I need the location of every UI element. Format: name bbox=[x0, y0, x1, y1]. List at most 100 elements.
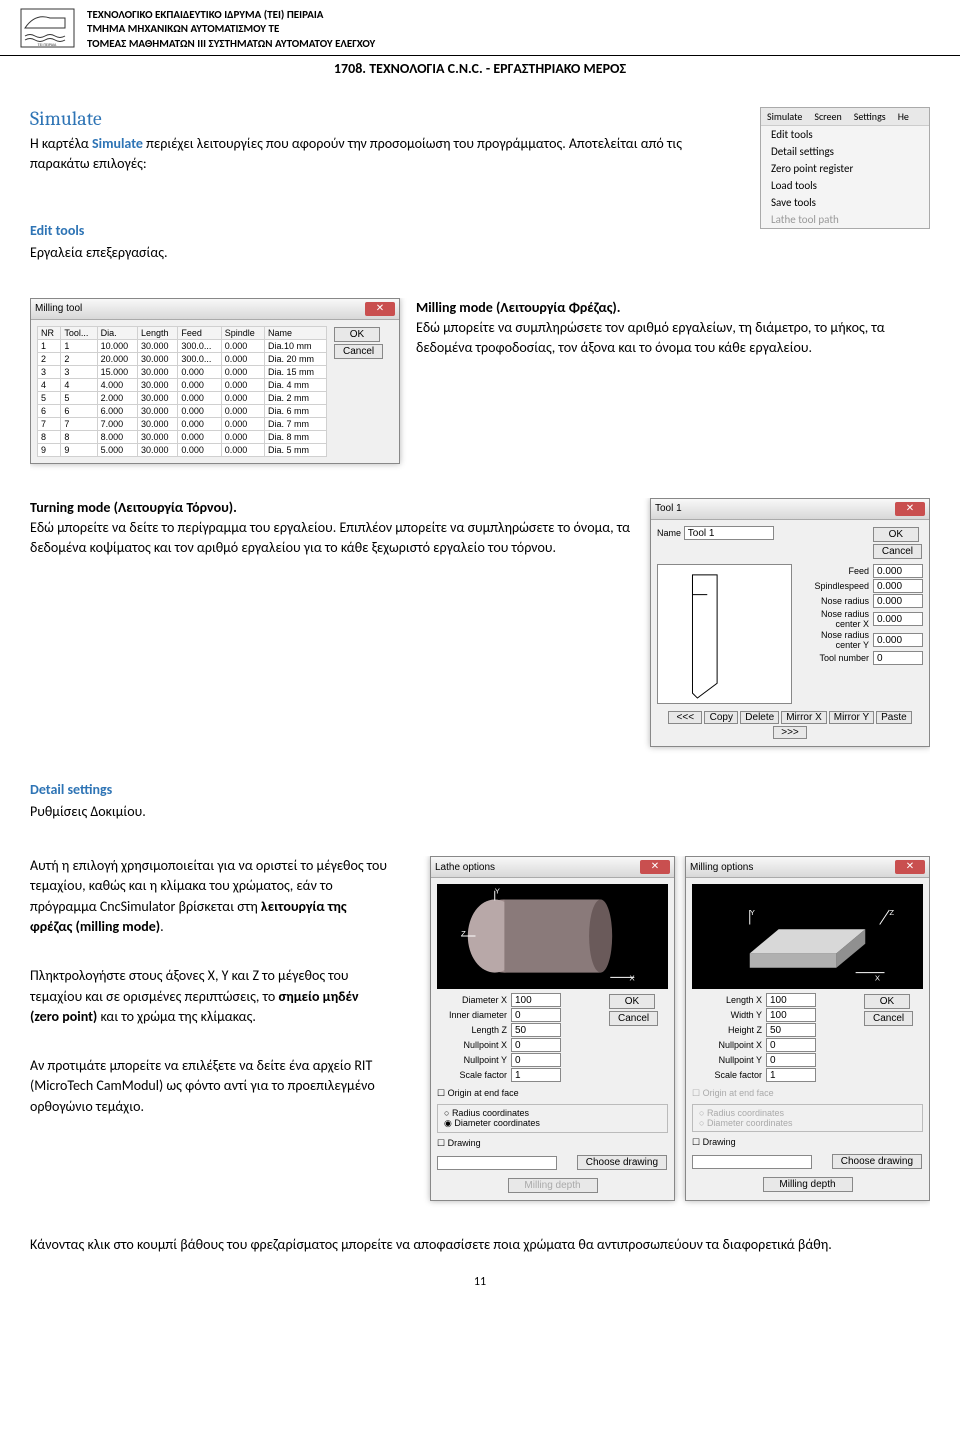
option-input[interactable]: 0 bbox=[766, 1038, 816, 1052]
cancel-button[interactable]: Cancel bbox=[334, 344, 383, 359]
close-icon[interactable]: ✕ bbox=[895, 502, 925, 516]
option-input[interactable]: 0 bbox=[511, 1008, 561, 1022]
tool1-name-label: Name bbox=[657, 528, 681, 538]
detail-settings-heading: Detail settings bbox=[30, 781, 930, 798]
tool1-input[interactable]: 0.000 bbox=[873, 579, 923, 593]
drawing-checkbox[interactable]: ☐ Drawing bbox=[437, 1138, 668, 1149]
options-block: Lathe options ✕ Y Z X bbox=[30, 856, 930, 1211]
tool1-toolbar-button[interactable]: Copy bbox=[704, 711, 738, 724]
tab-screen[interactable]: Screen bbox=[808, 108, 847, 125]
milling-dialog-title: Milling tool bbox=[35, 303, 82, 314]
diameter-radio[interactable]: ◉ Diameter coordinates bbox=[444, 1118, 661, 1129]
option-row: Nullpoint X0 bbox=[692, 1038, 923, 1052]
institution-logo: ΤΕΙ ΠΕΙΡΑΙΑ bbox=[20, 8, 75, 48]
option-input[interactable]: 0 bbox=[511, 1038, 561, 1052]
lathe-options-title: Lathe options bbox=[435, 862, 495, 873]
table-row[interactable]: 777.00030.0000.0000.000Dia. 7 mm bbox=[38, 417, 327, 430]
tool1-toolbar-button[interactable]: >>> bbox=[773, 726, 807, 739]
option-input[interactable]: 50 bbox=[511, 1023, 561, 1037]
ok-button[interactable]: OK bbox=[334, 327, 380, 342]
drawing-path[interactable] bbox=[437, 1156, 557, 1170]
svg-text:Y: Y bbox=[750, 908, 755, 917]
tool1-input[interactable]: 0 bbox=[873, 651, 923, 665]
ok-button[interactable]: OK bbox=[609, 994, 655, 1009]
tab-simulate[interactable]: Simulate bbox=[761, 108, 808, 125]
option-input[interactable]: 50 bbox=[766, 1023, 816, 1037]
ok-button[interactable]: OK bbox=[864, 994, 910, 1009]
option-input[interactable]: 100 bbox=[766, 993, 816, 1007]
option-row: Diameter X100 bbox=[437, 993, 608, 1007]
tool1-field-row: Nose radius0.000 bbox=[799, 594, 923, 608]
choose-drawing-button[interactable]: Choose drawing bbox=[577, 1155, 667, 1170]
tab-settings[interactable]: Settings bbox=[848, 108, 892, 125]
option-row: Nullpoint Y0 bbox=[692, 1053, 923, 1067]
table-row[interactable]: 3315.00030.0000.0000.000Dia. 15 mm bbox=[38, 365, 327, 378]
option-input[interactable]: 100 bbox=[511, 993, 561, 1007]
option-input[interactable]: 0 bbox=[766, 1053, 816, 1067]
close-icon[interactable]: ✕ bbox=[895, 860, 925, 874]
table-row[interactable]: 995.00030.0000.0000.000Dia. 5 mm bbox=[38, 443, 327, 456]
menu-items: Edit tools Detail settings Zero point re… bbox=[761, 126, 929, 228]
tool1-toolbar-button[interactable]: Delete bbox=[740, 711, 779, 724]
milling-depth-button[interactable]: Milling depth bbox=[763, 1177, 853, 1192]
table-row[interactable]: 666.00030.0000.0000.000Dia. 6 mm bbox=[38, 404, 327, 417]
option-input[interactable]: 0 bbox=[511, 1053, 561, 1067]
option-row: Scale factor1 bbox=[437, 1068, 668, 1082]
tool1-toolbar-button[interactable]: Paste bbox=[876, 711, 912, 724]
option-input[interactable]: 100 bbox=[766, 1008, 816, 1022]
table-header: Feed bbox=[178, 326, 221, 339]
tool1-input[interactable]: 0.000 bbox=[873, 594, 923, 608]
table-row[interactable]: 552.00030.0000.0000.000Dia. 2 mm bbox=[38, 391, 327, 404]
coordinates-radio-group: ○ Radius coordinates ◉ Diameter coordina… bbox=[437, 1104, 668, 1133]
option-input[interactable]: 1 bbox=[511, 1068, 561, 1082]
option-row: Width Y100 bbox=[692, 1008, 863, 1022]
option-input[interactable]: 1 bbox=[766, 1068, 816, 1082]
tool1-field-row: Tool number0 bbox=[799, 651, 923, 665]
drawing-checkbox[interactable]: ☐ Drawing bbox=[692, 1137, 923, 1148]
tool1-input[interactable]: 0.000 bbox=[873, 633, 923, 647]
svg-text:Z: Z bbox=[461, 929, 466, 938]
cancel-button[interactable]: Cancel bbox=[873, 544, 922, 559]
tool1-field-row: Nose radius center Y0.000 bbox=[799, 630, 923, 650]
menu-item-detail-settings[interactable]: Detail settings bbox=[761, 143, 929, 160]
menu-item-save-tools[interactable]: Save tools bbox=[761, 194, 929, 211]
cancel-button[interactable]: Cancel bbox=[864, 1011, 913, 1026]
choose-drawing-button[interactable]: Choose drawing bbox=[832, 1154, 922, 1169]
tool1-fields: Feed0.000Spindlespeed0.000Nose radius0.0… bbox=[799, 564, 923, 665]
drawing-path[interactable] bbox=[692, 1155, 812, 1169]
menu-item-edit-tools[interactable]: Edit tools bbox=[761, 126, 929, 143]
table-row[interactable]: 888.00030.0000.0000.000Dia. 8 mm bbox=[38, 430, 327, 443]
radius-radio[interactable]: ○ Radius coordinates bbox=[444, 1108, 661, 1118]
option-row: Height Z50 bbox=[692, 1023, 863, 1037]
menu-item-zero-point[interactable]: Zero point register bbox=[761, 160, 929, 177]
detail-para-4: Κάνοντας κλικ στο κουμπί βάθους του φρεζ… bbox=[30, 1235, 930, 1255]
tool1-name-input[interactable]: Tool 1 bbox=[684, 526, 774, 540]
milling-mode-block: Milling tool ✕ OK Cancel NRTool...Dia.Le… bbox=[30, 298, 930, 474]
tool1-toolbar-button[interactable]: <<< bbox=[668, 711, 702, 724]
svg-text:Z: Z bbox=[889, 908, 894, 917]
tool1-toolbar-button[interactable]: Mirror Y bbox=[829, 711, 874, 724]
table-header: Length bbox=[138, 326, 178, 339]
menu-tabs: Simulate Screen Settings He bbox=[761, 108, 929, 126]
origin-checkbox[interactable]: ☐ Origin at end face bbox=[437, 1088, 668, 1099]
table-row[interactable]: 1110.00030.000300.0...0.000Dia.10 mm bbox=[38, 339, 327, 352]
ok-button[interactable]: OK bbox=[873, 527, 919, 542]
close-icon[interactable]: ✕ bbox=[365, 302, 395, 316]
table-row[interactable]: 444.00030.0000.0000.000Dia. 4 mm bbox=[38, 378, 327, 391]
detail-settings-text: Ρυθμίσεις Δοκιμίου. bbox=[30, 802, 930, 822]
menu-item-load-tools[interactable]: Load tools bbox=[761, 177, 929, 194]
menu-item-lathe-tool-path: Lathe tool path bbox=[761, 211, 929, 228]
tool1-toolbar-button[interactable]: Mirror X bbox=[781, 711, 827, 724]
tool1-input[interactable]: 0.000 bbox=[873, 612, 923, 626]
tab-help[interactable]: He bbox=[892, 108, 915, 125]
simulate-block: Simulate Screen Settings He Edit tools D… bbox=[30, 107, 930, 274]
close-icon[interactable]: ✕ bbox=[640, 860, 670, 874]
cancel-button[interactable]: Cancel bbox=[609, 1011, 658, 1026]
tool1-dialog: Tool 1 ✕ Name Tool 1 OK Cancel bbox=[650, 498, 930, 747]
tool1-canvas bbox=[657, 564, 792, 704]
coordinates-radio-group-disabled: ○ Radius coordinates ○ Diameter coordina… bbox=[692, 1104, 923, 1132]
tool1-input[interactable]: 0.000 bbox=[873, 564, 923, 578]
table-row[interactable]: 2220.00030.000300.0...0.000Dia. 20 mm bbox=[38, 352, 327, 365]
header-text: ΤΕΧΝΟΛΟΓΙΚΟ ΕΚΠΑΙΔΕΥΤΙΚΟ ΙΔΡΥΜΑ (ΤΕΙ) ΠΕ… bbox=[87, 8, 375, 51]
table-header: Dia. bbox=[97, 326, 137, 339]
